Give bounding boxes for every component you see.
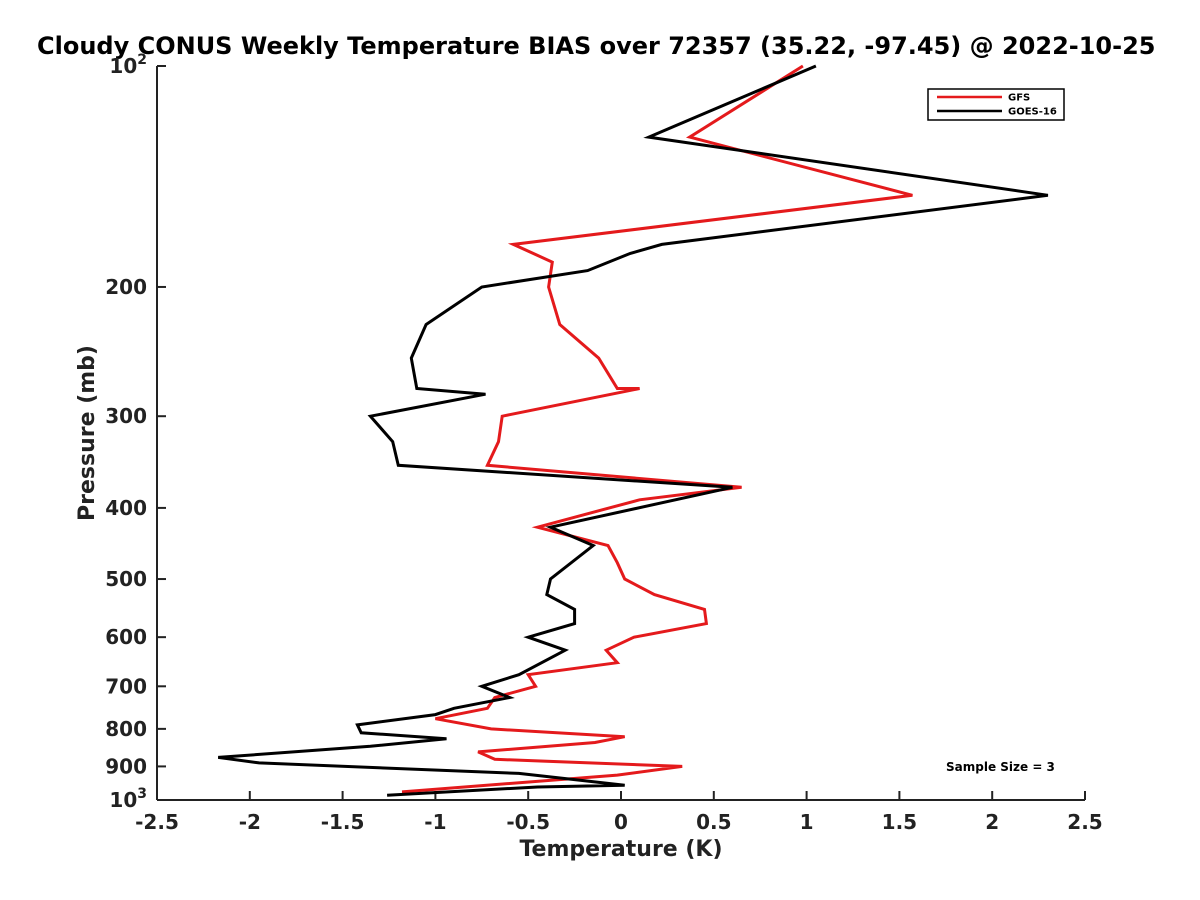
y-axis-label: Pressure (mb) [75,345,100,521]
y-tick-label: 500 [105,567,147,591]
series-layer [218,64,1049,797]
y-tick-label-base: 10 [109,788,137,812]
y-tick-label: 200 [105,275,147,299]
y-tick-label-base: 10 [109,54,137,78]
legend-label: GFS [1008,93,1030,104]
y-tick-label: 800 [105,717,147,741]
x-tick-label: -2.5 [135,810,179,834]
x-tick-label: 0.5 [696,810,731,834]
x-tick-label: 1 [800,810,814,834]
chart-title: Cloudy CONUS Weekly Temperature BIAS ove… [37,32,1155,60]
x-tick-label: 2 [985,810,999,834]
y-tick-label: 600 [105,625,147,649]
x-tick-label: -1 [424,810,446,834]
legend-box [927,88,1065,121]
x-axis-label: Temperature (K) [519,837,722,862]
series-line-goes-16 [218,64,1049,797]
y-tick-label-exponent: 2 [137,52,147,68]
x-tick-label: 0 [614,810,628,834]
x-tick-label: -1.5 [321,810,365,834]
y-tick-label: 103 [109,786,147,812]
legend: GFS GOES-16 [927,88,1065,121]
x-tick-label: -2 [239,810,261,834]
legend-label: GOES-16 [1008,107,1057,118]
y-tick-label-exponent: 3 [137,786,147,802]
y-tick-label: 700 [105,674,147,698]
y-tick-label: 300 [105,404,147,428]
sample-size-annotation: Sample Size = 3 [946,760,1055,774]
axes: -2.5 -2 -1.5 -1 -0.5 0 0.5 1 1.5 2 2.5102200300400… [105,52,1102,834]
x-tick-label: 2.5 [1067,810,1102,834]
x-tick-label: -0.5 [506,810,550,834]
y-tick-label: 900 [105,754,147,778]
x-tick-label: 1.5 [882,810,917,834]
y-tick-label: 400 [105,496,147,520]
y-tick-label: 102 [109,52,147,78]
series-line-gfs [401,64,913,794]
